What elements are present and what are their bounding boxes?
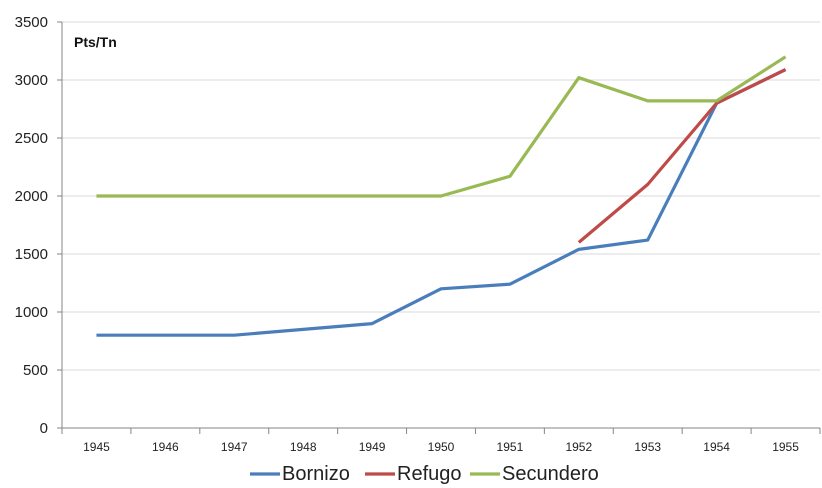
legend-label-secundero: Secundero: [502, 463, 599, 485]
y-tick-label: 1500: [15, 246, 48, 263]
axes: [57, 21, 821, 434]
legend-item-secundero: Secundero: [470, 463, 599, 485]
y-tick-label: 0: [40, 420, 48, 437]
x-tick-label: 1950: [428, 440, 455, 454]
x-tick-label: 1948: [290, 440, 317, 454]
y-tick-labels: 0 500 1000 1500 2000 2500 3000 3500: [15, 14, 48, 437]
y-tick-label: 2000: [15, 188, 48, 205]
legend-label-refugo: Refugo: [397, 463, 462, 485]
x-tick-label: 1955: [772, 440, 799, 454]
y-tick-label: 3500: [15, 14, 48, 31]
legend: Bornizo Refugo Secundero: [250, 463, 599, 485]
series-lines: [96, 55, 787, 337]
series-line-refugo: [577, 68, 787, 244]
legend-item-refugo: Refugo: [365, 463, 462, 485]
x-tick-label: 1952: [565, 440, 592, 454]
x-tick-label: 1945: [83, 440, 110, 454]
y-tick-label: 2500: [15, 130, 48, 147]
unit-label: Pts/Tn: [74, 34, 117, 50]
y-tick-label: 1000: [15, 304, 48, 321]
x-tick-labels: 1945 1946 1947 1948 1949 1950 1951 1952 1953 1954…: [83, 440, 799, 454]
x-tick-label: 1946: [152, 440, 179, 454]
series-line-secundero: [96, 55, 787, 198]
x-tick-label: 1949: [359, 440, 386, 454]
x-tick-label: 1947: [221, 440, 248, 454]
y-tick-label: 3000: [15, 72, 48, 89]
x-tick-label: 1953: [634, 440, 661, 454]
legend-item-bornizo: Bornizo: [250, 463, 350, 485]
legend-label-bornizo: Bornizo: [282, 463, 350, 485]
y-tick-label: 500: [23, 362, 48, 379]
series-line-bornizo: [96, 68, 787, 337]
x-tick-label: 1954: [703, 440, 730, 454]
x-tick-label: 1951: [497, 440, 524, 454]
